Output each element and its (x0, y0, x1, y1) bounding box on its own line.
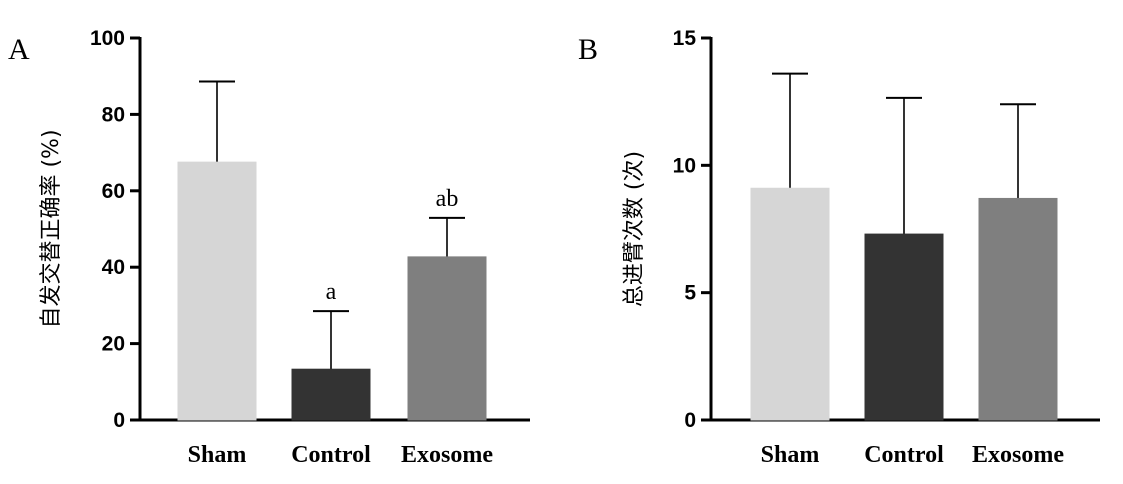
bar-b-1 (864, 233, 944, 421)
y-tick-label-b-1: 5 (684, 282, 696, 305)
x-tick-label-a-1: Control (291, 442, 371, 468)
bar-a-0 (177, 161, 257, 421)
y-tick-label-a-2: 40 (102, 256, 125, 279)
panel-label-a: A (8, 33, 30, 66)
y-axis-label-a: 自发交替正确率 (%) (39, 129, 64, 328)
y-axis-label-b: 总进臂次数 (次) (622, 151, 647, 307)
y-tick-label-a-0: 0 (113, 409, 125, 432)
bar-b-0 (750, 187, 830, 421)
bar-a-2 (407, 256, 487, 421)
panel-a: A 0 20 40 60 80 100 Sham Control a Exosome ab 自发交替正… (8, 27, 530, 468)
annotation-a-2: ab (436, 186, 459, 212)
annotation-a-1: a (326, 279, 337, 305)
y-tick-label-a-5: 100 (90, 27, 125, 50)
y-tick-label-b-2: 10 (673, 154, 696, 177)
x-tick-label-a-2: Exosome (401, 442, 493, 468)
x-tick-label-b-1: Control (864, 442, 944, 468)
y-tick-label-b-0: 0 (684, 409, 696, 432)
bar-b-2 (978, 197, 1058, 421)
panel-b: B 0 5 10 15 Sham Control Exosome 总进臂次数 (次) (578, 27, 1100, 468)
panel-label-b: B (578, 33, 598, 66)
y-tick-label-a-1: 20 (102, 333, 125, 356)
y-tick-label-b-3: 15 (673, 27, 697, 50)
x-tick-label-b-2: Exosome (972, 442, 1064, 468)
y-tick-label-a-3: 60 (102, 180, 125, 203)
x-tick-label-b-0: Sham (761, 442, 820, 468)
x-tick-label-a-0: Sham (188, 442, 247, 468)
y-tick-label-a-4: 80 (102, 103, 125, 126)
bar-a-1 (291, 368, 371, 421)
